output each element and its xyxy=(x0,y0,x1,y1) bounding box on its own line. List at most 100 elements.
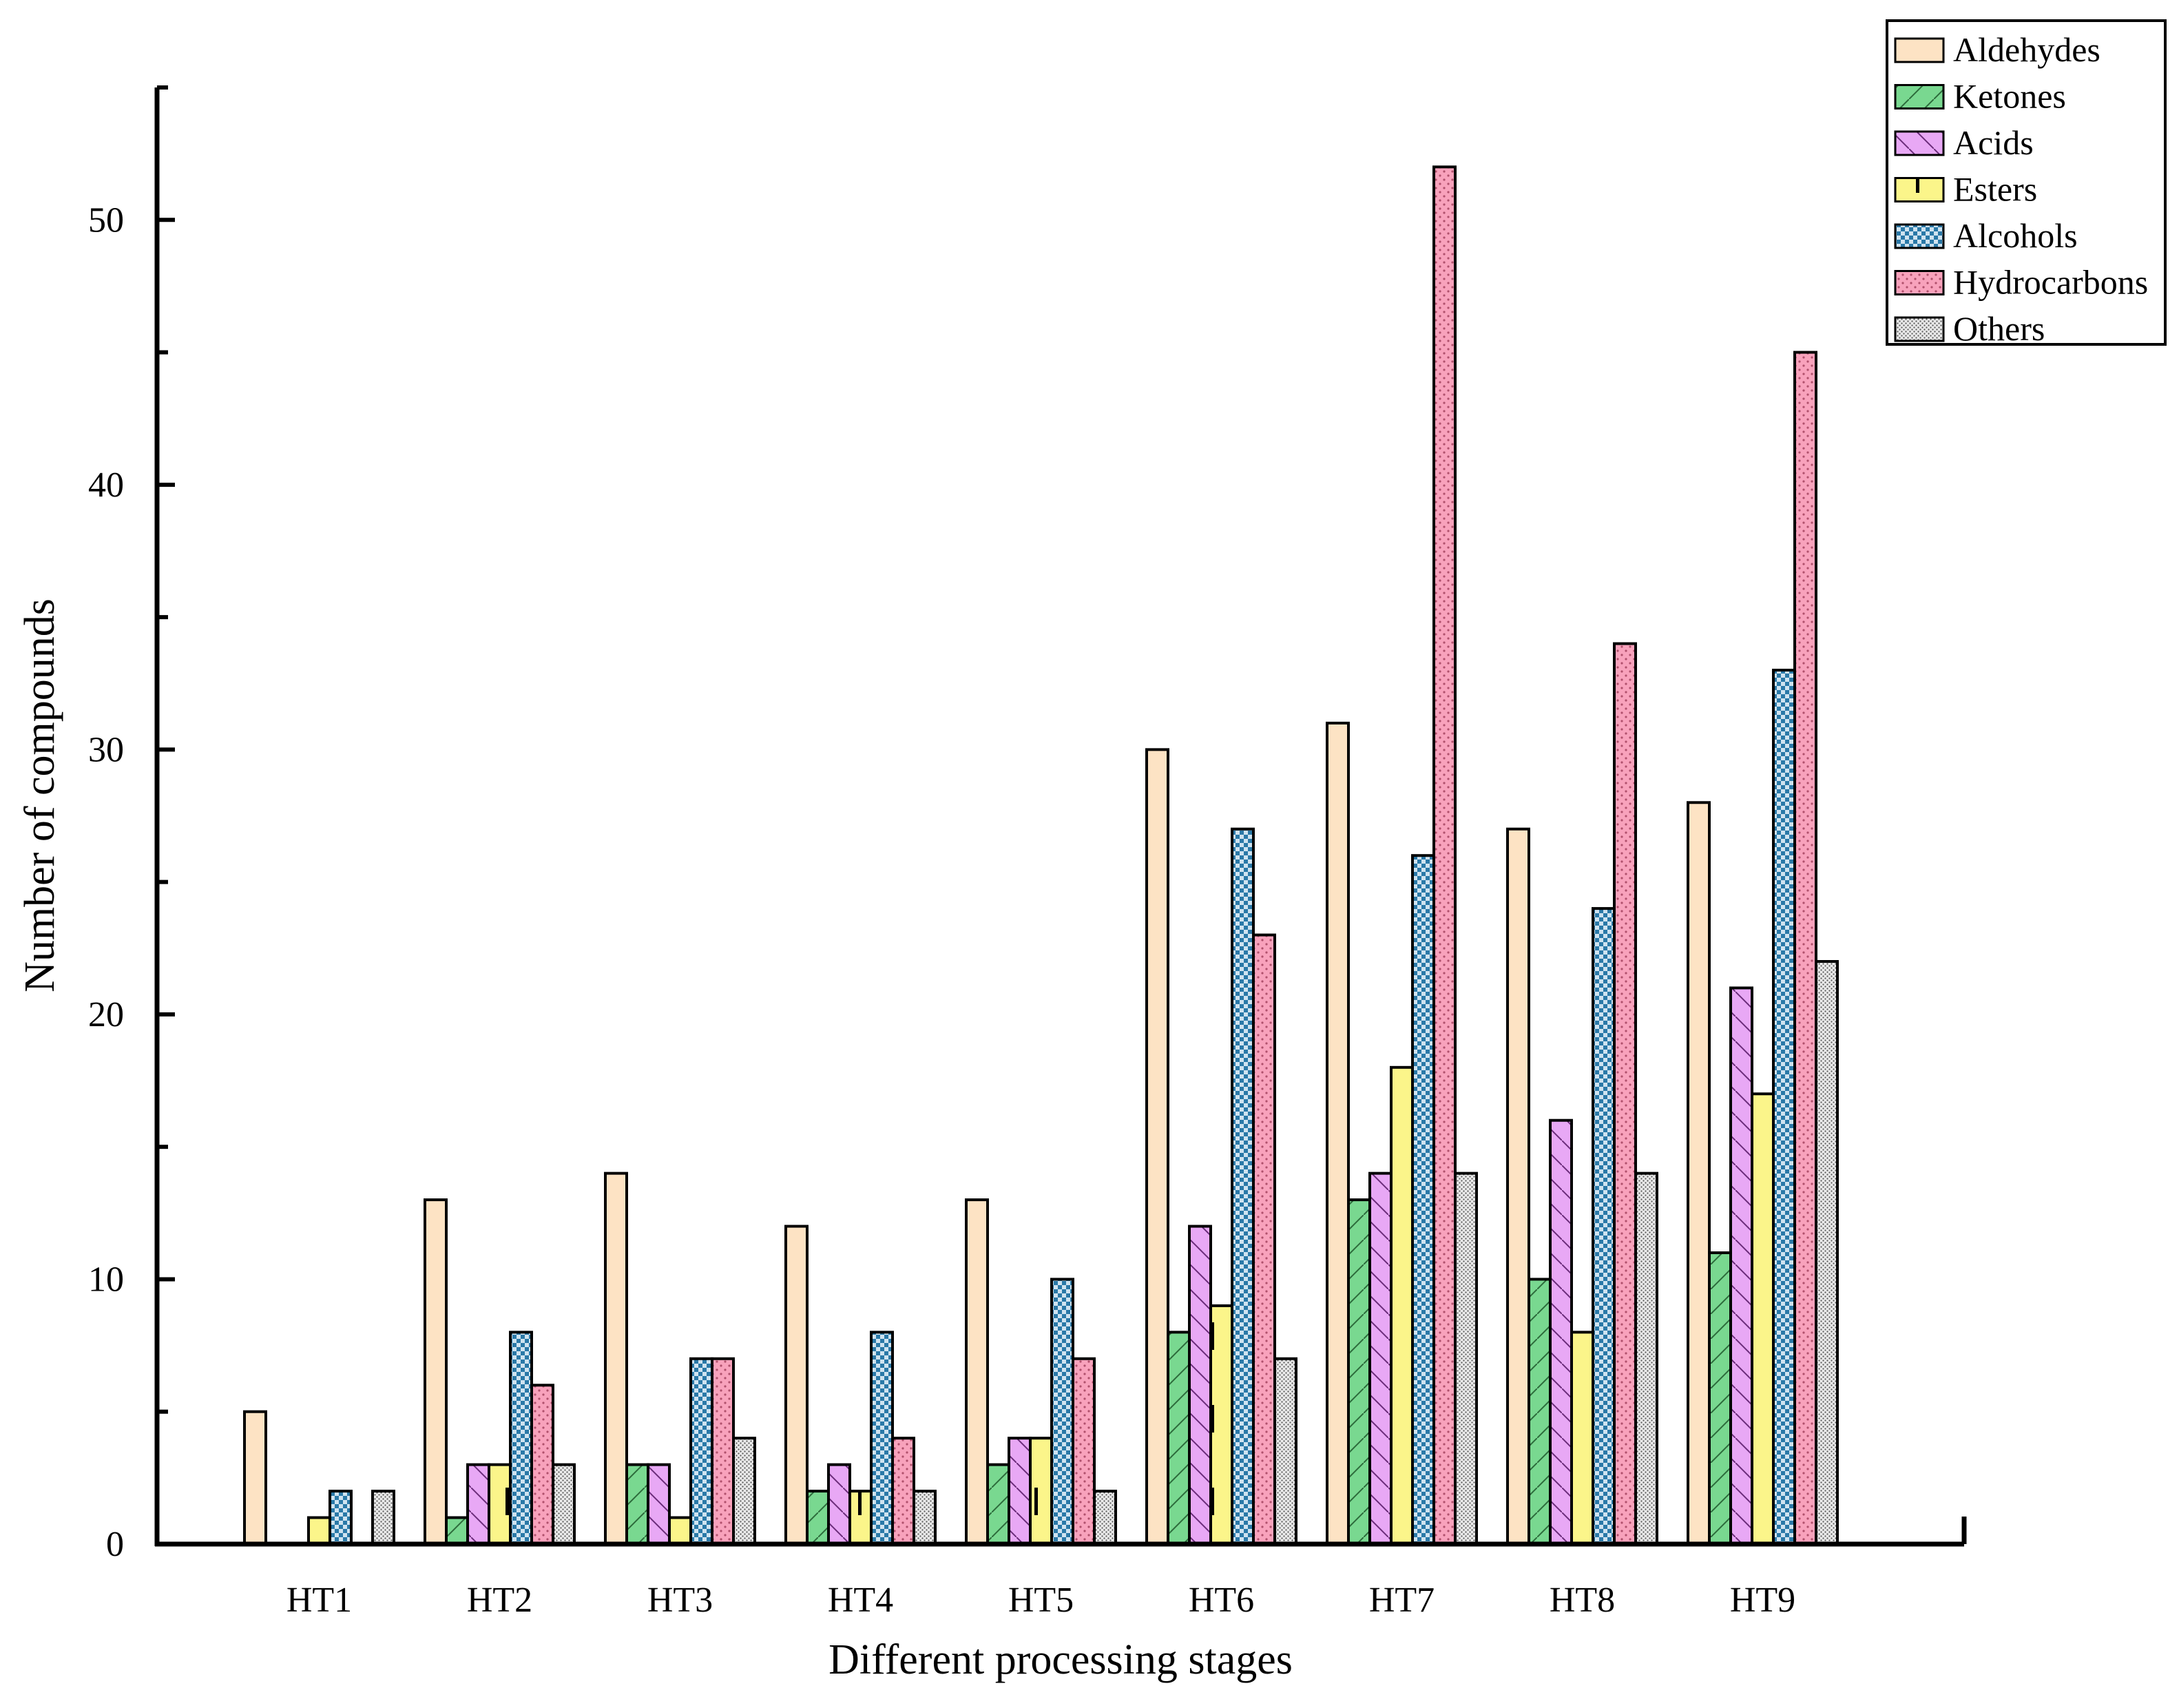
bar-fill xyxy=(966,1200,988,1544)
y-axis-title: Number of compounds xyxy=(17,598,63,992)
bar-pattern xyxy=(1572,1332,1593,1544)
bar-pattern xyxy=(828,1464,850,1544)
bar-pattern xyxy=(330,1491,351,1544)
legend-label: Esters xyxy=(1953,170,2037,209)
legend-swatch-pattern xyxy=(1895,225,1943,248)
bar-esters-ht5 xyxy=(1029,1437,1053,1546)
bar-pattern xyxy=(489,1464,510,1544)
x-tick-label: HT4 xyxy=(828,1581,893,1620)
bar-fill xyxy=(1508,829,1529,1544)
bar-pattern xyxy=(914,1491,935,1544)
bar-fill xyxy=(425,1200,446,1544)
bar-pattern xyxy=(1752,1094,1773,1544)
bar-acids-ht4 xyxy=(827,1463,851,1546)
legend-swatch-outline xyxy=(1894,223,1945,249)
bar-hydrocarbons-ht4 xyxy=(891,1437,915,1546)
bar-aldehydes-ht2 xyxy=(424,1198,448,1546)
bar-alcohols-ht3 xyxy=(689,1357,713,1546)
bar-hydrocarbons-ht7 xyxy=(1432,165,1457,1545)
bar-alcohols-ht8 xyxy=(1592,907,1616,1546)
bar-pattern xyxy=(1189,1226,1211,1544)
bar-esters-ht3 xyxy=(668,1516,692,1545)
bar-aldehydes-ht7 xyxy=(1326,721,1350,1545)
bar-pattern xyxy=(1795,352,1816,1545)
bar-pattern xyxy=(871,1332,893,1544)
bar-alcohols-ht9 xyxy=(1772,669,1796,1545)
bar-pattern xyxy=(553,1464,574,1544)
bar-pattern xyxy=(1434,167,1455,1544)
bar-others-ht3 xyxy=(732,1437,756,1546)
bar-pattern xyxy=(1009,1438,1030,1544)
legend-label: Hydrocarbons xyxy=(1953,263,2148,302)
bar-others-ht1 xyxy=(371,1490,395,1545)
x-tick-label: HT5 xyxy=(1008,1581,1074,1620)
bar-pattern xyxy=(893,1438,914,1544)
bar-alcohols-ht4 xyxy=(870,1331,894,1545)
bar-pattern xyxy=(1094,1491,1116,1544)
legend-item-esters: Esters xyxy=(1894,170,2037,209)
bar-pattern xyxy=(850,1491,871,1544)
bar-acids-ht8 xyxy=(1549,1118,1573,1545)
bar-alcohols-ht6 xyxy=(1231,827,1255,1545)
bar-others-ht6 xyxy=(1273,1357,1297,1546)
bar-pattern xyxy=(1211,1305,1232,1544)
legend-swatch-pattern xyxy=(1895,317,1943,341)
x-tick-label: HT8 xyxy=(1550,1581,1615,1620)
bar-esters-ht6 xyxy=(1209,1304,1233,1545)
bar-aldehydes-ht9 xyxy=(1687,801,1711,1545)
bar-others-ht5 xyxy=(1093,1490,1117,1545)
bar-acids-ht7 xyxy=(1368,1171,1393,1545)
bar-alcohols-ht5 xyxy=(1050,1278,1074,1546)
bar-hydrocarbons-ht8 xyxy=(1613,642,1637,1546)
x-tick-label: HT6 xyxy=(1189,1581,1254,1620)
legend-item-hydrocarbons: Hydrocarbons xyxy=(1894,263,2148,302)
bar-fill xyxy=(1147,749,1168,1544)
bar-pattern xyxy=(712,1358,733,1544)
bar-others-ht9 xyxy=(1815,960,1839,1545)
bar-ketones-ht7 xyxy=(1347,1198,1371,1546)
legend-item-ketones: Ketones xyxy=(1894,77,2066,116)
bar-alcohols-ht7 xyxy=(1411,854,1435,1545)
bar-ketones-ht8 xyxy=(1528,1278,1552,1546)
legend-swatch-outline xyxy=(1894,37,1945,63)
legend: Aldehydes Ketones Acids Esters Alcohols Hydro… xyxy=(1886,19,2167,348)
bar-aldehydes-ht1 xyxy=(243,1410,267,1546)
bar-fill xyxy=(786,1226,807,1544)
bar-pattern xyxy=(1253,935,1275,1544)
legend-swatch-pattern xyxy=(1895,178,1943,202)
bar-pattern xyxy=(1529,1279,1550,1544)
bar-pattern xyxy=(532,1385,553,1544)
y-tick-label: 50 xyxy=(88,200,124,240)
bar-hydrocarbons-ht3 xyxy=(711,1357,735,1546)
bar-pattern xyxy=(807,1491,828,1544)
bar-pattern xyxy=(1773,670,1795,1544)
bar-pattern xyxy=(1348,1200,1370,1544)
bar-fill xyxy=(244,1411,266,1544)
y-tick-label: 0 xyxy=(106,1525,124,1564)
axes-layer xyxy=(154,85,1967,1547)
bar-pattern xyxy=(988,1464,1009,1544)
legend-swatch-pattern xyxy=(1895,132,1943,155)
bars-layer xyxy=(243,165,1839,1546)
bar-pattern xyxy=(1391,1067,1412,1544)
bar-pattern xyxy=(669,1517,691,1544)
bar-fill xyxy=(605,1173,627,1544)
bar-others-ht4 xyxy=(913,1490,937,1545)
bar-acids-ht2 xyxy=(466,1463,490,1546)
legend-swatch-outline xyxy=(1894,270,1945,295)
bar-pattern xyxy=(1073,1358,1094,1544)
legend-swatch xyxy=(1895,39,1943,62)
bar-pattern xyxy=(446,1517,468,1544)
legend-swatch-pattern xyxy=(1895,271,1943,295)
bar-pattern xyxy=(1030,1438,1052,1544)
bar-aldehydes-ht3 xyxy=(604,1171,628,1545)
bar-pattern xyxy=(1455,1173,1477,1544)
bar-esters-ht7 xyxy=(1390,1065,1414,1546)
bar-pattern xyxy=(468,1464,489,1544)
legend-item-others: Others xyxy=(1894,309,2045,348)
bar-alcohols-ht1 xyxy=(329,1490,353,1545)
bar-pattern xyxy=(1412,855,1434,1544)
bar-others-ht2 xyxy=(552,1463,576,1546)
bar-pattern xyxy=(1593,908,1614,1544)
x-tick-label: HT1 xyxy=(286,1581,352,1620)
